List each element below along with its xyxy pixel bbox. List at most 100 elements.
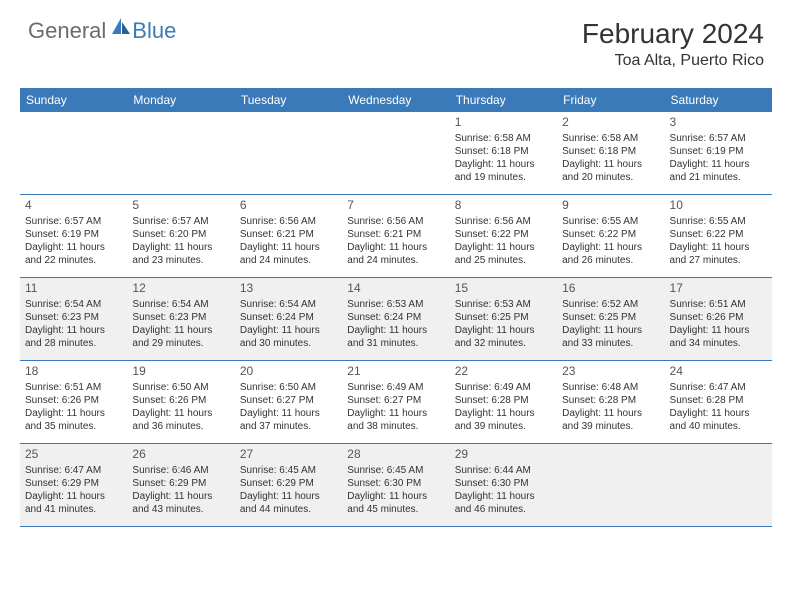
- sunrise-line: Sunrise: 6:54 AM: [132, 298, 229, 311]
- day-number: 14: [347, 281, 444, 297]
- day-number: 22: [455, 364, 552, 380]
- sunset-line: Sunset: 6:29 PM: [25, 477, 122, 490]
- sunrise-line: Sunrise: 6:52 AM: [562, 298, 659, 311]
- daylight-line: Daylight: 11 hours and 37 minutes.: [240, 407, 337, 433]
- daylight-line: Daylight: 11 hours and 40 minutes.: [670, 407, 767, 433]
- sunset-line: Sunset: 6:23 PM: [132, 311, 229, 324]
- day-number: 29: [455, 447, 552, 463]
- sunset-line: Sunset: 6:30 PM: [347, 477, 444, 490]
- daylight-line: Daylight: 11 hours and 44 minutes.: [240, 490, 337, 516]
- day-cell: 7Sunrise: 6:56 AMSunset: 6:21 PMDaylight…: [342, 195, 449, 277]
- calendar: SundayMondayTuesdayWednesdayThursdayFrid…: [20, 88, 772, 527]
- day-cell: 10Sunrise: 6:55 AMSunset: 6:22 PMDayligh…: [665, 195, 772, 277]
- day-number: 23: [562, 364, 659, 380]
- daylight-line: Daylight: 11 hours and 27 minutes.: [670, 241, 767, 267]
- sunrise-line: Sunrise: 6:50 AM: [240, 381, 337, 394]
- day-number: 16: [562, 281, 659, 297]
- day-number: 24: [670, 364, 767, 380]
- weekday-header: Monday: [127, 88, 234, 112]
- sunrise-line: Sunrise: 6:49 AM: [455, 381, 552, 394]
- day-number: 17: [670, 281, 767, 297]
- day-number: 11: [25, 281, 122, 297]
- day-number: 5: [132, 198, 229, 214]
- day-cell: 2Sunrise: 6:58 AMSunset: 6:18 PMDaylight…: [557, 112, 664, 194]
- daylight-line: Daylight: 11 hours and 22 minutes.: [25, 241, 122, 267]
- daylight-line: Daylight: 11 hours and 26 minutes.: [562, 241, 659, 267]
- week-row: 4Sunrise: 6:57 AMSunset: 6:19 PMDaylight…: [20, 195, 772, 278]
- daylight-line: Daylight: 11 hours and 19 minutes.: [455, 158, 552, 184]
- day-cell: [665, 444, 772, 526]
- daylight-line: Daylight: 11 hours and 39 minutes.: [455, 407, 552, 433]
- sunrise-line: Sunrise: 6:53 AM: [347, 298, 444, 311]
- day-number: 19: [132, 364, 229, 380]
- weekday-header: Thursday: [450, 88, 557, 112]
- sunset-line: Sunset: 6:27 PM: [347, 394, 444, 407]
- day-cell: 19Sunrise: 6:50 AMSunset: 6:26 PMDayligh…: [127, 361, 234, 443]
- day-cell: [342, 112, 449, 194]
- day-cell: 11Sunrise: 6:54 AMSunset: 6:23 PMDayligh…: [20, 278, 127, 360]
- day-cell: 25Sunrise: 6:47 AMSunset: 6:29 PMDayligh…: [20, 444, 127, 526]
- sunrise-line: Sunrise: 6:54 AM: [240, 298, 337, 311]
- day-cell: 17Sunrise: 6:51 AMSunset: 6:26 PMDayligh…: [665, 278, 772, 360]
- day-cell: 22Sunrise: 6:49 AMSunset: 6:28 PMDayligh…: [450, 361, 557, 443]
- sunset-line: Sunset: 6:26 PM: [132, 394, 229, 407]
- sunset-line: Sunset: 6:21 PM: [240, 228, 337, 241]
- sunrise-line: Sunrise: 6:51 AM: [25, 381, 122, 394]
- sunrise-line: Sunrise: 6:45 AM: [240, 464, 337, 477]
- sunrise-line: Sunrise: 6:49 AM: [347, 381, 444, 394]
- day-number: 27: [240, 447, 337, 463]
- sunrise-line: Sunrise: 6:50 AM: [132, 381, 229, 394]
- day-cell: 12Sunrise: 6:54 AMSunset: 6:23 PMDayligh…: [127, 278, 234, 360]
- week-row: 11Sunrise: 6:54 AMSunset: 6:23 PMDayligh…: [20, 278, 772, 361]
- sunset-line: Sunset: 6:28 PM: [670, 394, 767, 407]
- daylight-line: Daylight: 11 hours and 20 minutes.: [562, 158, 659, 184]
- day-number: 25: [25, 447, 122, 463]
- day-cell: 23Sunrise: 6:48 AMSunset: 6:28 PMDayligh…: [557, 361, 664, 443]
- sunset-line: Sunset: 6:27 PM: [240, 394, 337, 407]
- sunrise-line: Sunrise: 6:51 AM: [670, 298, 767, 311]
- day-cell: 26Sunrise: 6:46 AMSunset: 6:29 PMDayligh…: [127, 444, 234, 526]
- sunset-line: Sunset: 6:21 PM: [347, 228, 444, 241]
- weekday-header: Wednesday: [342, 88, 449, 112]
- sunrise-line: Sunrise: 6:56 AM: [240, 215, 337, 228]
- sunset-line: Sunset: 6:19 PM: [670, 145, 767, 158]
- sunrise-line: Sunrise: 6:55 AM: [562, 215, 659, 228]
- weekday-header: Saturday: [665, 88, 772, 112]
- daylight-line: Daylight: 11 hours and 41 minutes.: [25, 490, 122, 516]
- sunset-line: Sunset: 6:18 PM: [455, 145, 552, 158]
- daylight-line: Daylight: 11 hours and 35 minutes.: [25, 407, 122, 433]
- day-cell: [20, 112, 127, 194]
- sunset-line: Sunset: 6:18 PM: [562, 145, 659, 158]
- sunrise-line: Sunrise: 6:54 AM: [25, 298, 122, 311]
- sunrise-line: Sunrise: 6:47 AM: [670, 381, 767, 394]
- day-number: 6: [240, 198, 337, 214]
- daylight-line: Daylight: 11 hours and 23 minutes.: [132, 241, 229, 267]
- sunset-line: Sunset: 6:23 PM: [25, 311, 122, 324]
- day-number: 26: [132, 447, 229, 463]
- day-cell: 29Sunrise: 6:44 AMSunset: 6:30 PMDayligh…: [450, 444, 557, 526]
- day-cell: [235, 112, 342, 194]
- sunset-line: Sunset: 6:29 PM: [240, 477, 337, 490]
- daylight-line: Daylight: 11 hours and 33 minutes.: [562, 324, 659, 350]
- day-cell: 28Sunrise: 6:45 AMSunset: 6:30 PMDayligh…: [342, 444, 449, 526]
- sunset-line: Sunset: 6:24 PM: [240, 311, 337, 324]
- day-number: 3: [670, 115, 767, 131]
- daylight-line: Daylight: 11 hours and 25 minutes.: [455, 241, 552, 267]
- sunrise-line: Sunrise: 6:57 AM: [25, 215, 122, 228]
- sunset-line: Sunset: 6:30 PM: [455, 477, 552, 490]
- day-number: 21: [347, 364, 444, 380]
- day-cell: 21Sunrise: 6:49 AMSunset: 6:27 PMDayligh…: [342, 361, 449, 443]
- day-cell: 16Sunrise: 6:52 AMSunset: 6:25 PMDayligh…: [557, 278, 664, 360]
- week-row: 25Sunrise: 6:47 AMSunset: 6:29 PMDayligh…: [20, 444, 772, 527]
- sunrise-line: Sunrise: 6:57 AM: [670, 132, 767, 145]
- day-number: 13: [240, 281, 337, 297]
- day-number: 28: [347, 447, 444, 463]
- day-cell: 27Sunrise: 6:45 AMSunset: 6:29 PMDayligh…: [235, 444, 342, 526]
- daylight-line: Daylight: 11 hours and 24 minutes.: [347, 241, 444, 267]
- sunset-line: Sunset: 6:29 PM: [132, 477, 229, 490]
- sunrise-line: Sunrise: 6:56 AM: [455, 215, 552, 228]
- day-number: 12: [132, 281, 229, 297]
- daylight-line: Daylight: 11 hours and 46 minutes.: [455, 490, 552, 516]
- sunrise-line: Sunrise: 6:44 AM: [455, 464, 552, 477]
- week-row: 1Sunrise: 6:58 AMSunset: 6:18 PMDaylight…: [20, 112, 772, 195]
